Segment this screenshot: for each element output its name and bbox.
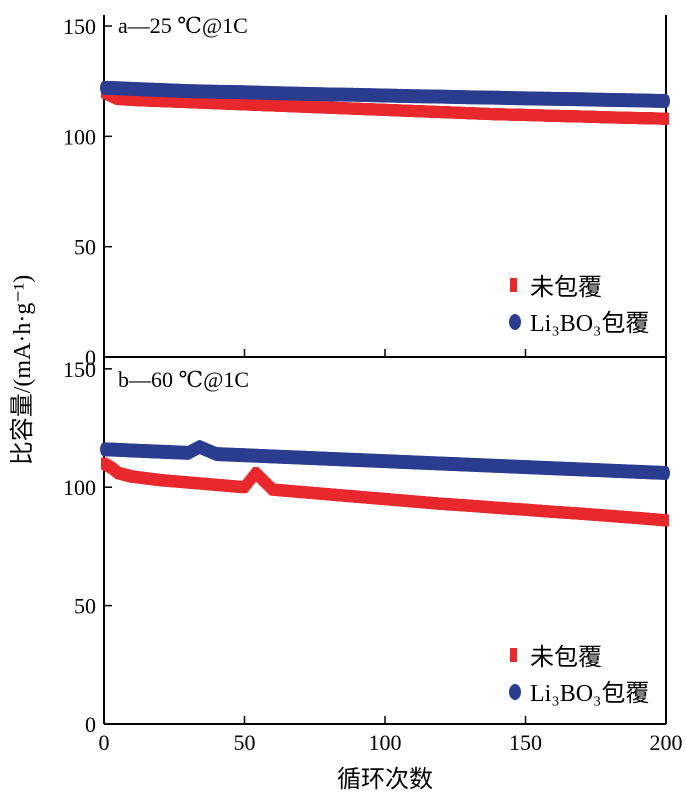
x-tick-label: 50: [234, 730, 256, 755]
y-tick-label: 50: [74, 235, 96, 260]
y-tick-label: 100: [63, 124, 96, 149]
legend-marker-circle: [509, 314, 521, 330]
y-tick-label: 150: [63, 357, 96, 382]
x-tick-label: 200: [650, 730, 683, 755]
panel-a: 0 50 100 150 a—25 ℃@1C 未包覆 Li₃BO₃包覆: [63, 13, 670, 370]
legend-label: Li₃BO₃包覆: [530, 310, 649, 337]
y-axis-title: 比容量/(mA·h·g⁻¹): [9, 275, 36, 466]
panel-label: a—25 ℃@1C: [118, 13, 248, 38]
legend-marker-circle: [509, 684, 521, 700]
legend-label: 未包覆: [530, 274, 602, 301]
data-point: [662, 466, 670, 481]
legend-label: Li₃BO₃包覆: [530, 680, 649, 707]
y-tick-label: 150: [63, 14, 96, 39]
series-li3bo3-coated: [100, 80, 670, 109]
data-point: [663, 112, 669, 125]
x-tick-label: 100: [369, 730, 402, 755]
x-axis-title: 循环次数: [337, 766, 433, 793]
panel-label: b—60 ℃@1C: [118, 367, 249, 392]
y-tick-label: 50: [74, 594, 96, 619]
y-tick-label: 0: [85, 345, 96, 370]
legend-marker-square: [510, 648, 517, 662]
y-tick-label: 100: [63, 475, 96, 500]
data-point: [663, 514, 669, 527]
legend-label: 未包覆: [530, 644, 602, 671]
data-point: [662, 94, 670, 109]
legend-marker-square: [510, 278, 517, 292]
x-tick-label: 0: [99, 730, 110, 755]
legend: 未包覆 Li₃BO₃包覆: [509, 644, 649, 707]
y-tick-label: 0: [85, 712, 96, 737]
series-li3bo3-coated: [100, 439, 670, 481]
series-uncoated: [101, 457, 669, 527]
panel-b: 0 50 100 150 0 50 100 150 200 b—60 ℃@1C 未包覆 Li₃BO₃包…: [63, 357, 683, 755]
legend: 未包覆 Li₃BO₃包覆: [509, 274, 649, 337]
x-tick-label: 150: [509, 730, 542, 755]
